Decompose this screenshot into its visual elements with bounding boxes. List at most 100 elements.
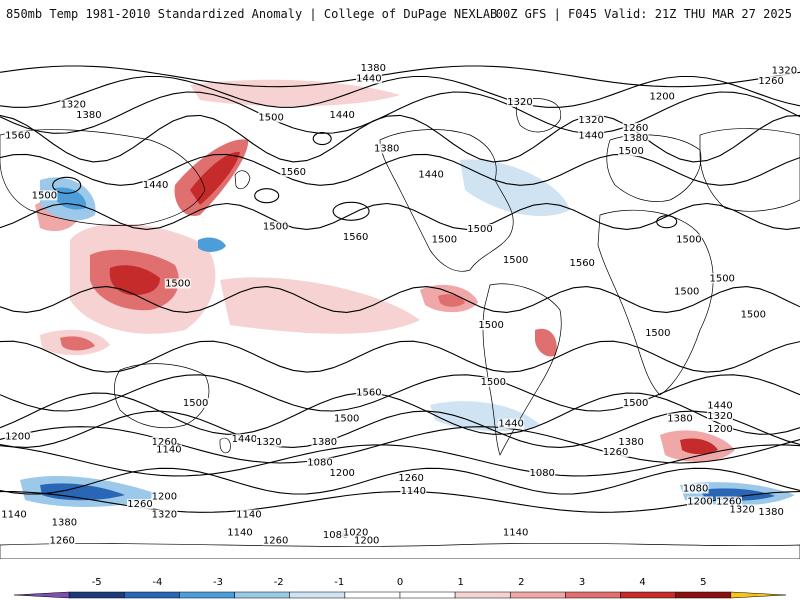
colorbar-tick-label: -1 <box>334 577 344 588</box>
height-label-bg <box>418 169 445 180</box>
height-label-bg <box>644 327 671 338</box>
height-label-bg <box>342 231 369 242</box>
height-label-bg <box>622 397 649 408</box>
height-label: 1260 <box>603 447 628 458</box>
height-label-bg <box>618 436 645 447</box>
closed-height-contour <box>312 132 332 146</box>
warm-anomaly-south-america <box>535 328 557 357</box>
height-label-bg <box>729 504 756 515</box>
height-label-bg <box>529 468 556 478</box>
height-label: 1260 <box>127 499 152 510</box>
coast-europe <box>606 134 702 202</box>
colorbar-tick-label: 3 <box>579 577 585 588</box>
height-label-bg <box>49 535 76 546</box>
colorbar-ticks: -5 -4 -3 -2 -1 0 1 2 3 4 5 <box>92 577 707 588</box>
height-contour-line <box>0 65 800 88</box>
run-info: 00Z GFS | F045 Valid: 21Z THU MAR 27 202… <box>495 7 792 21</box>
height-label-bg <box>151 509 178 520</box>
height-label: 1500 <box>334 414 359 425</box>
warm-anomaly-sahara-core <box>438 294 465 307</box>
height-contour-line <box>0 153 800 186</box>
height-label-bg <box>307 457 333 468</box>
height-label-bg <box>4 431 31 442</box>
height-label: 1380 <box>76 110 101 121</box>
height-label-bg <box>502 527 529 538</box>
height-label: 1500 <box>741 310 766 321</box>
warm-anomaly-indonesia-peak <box>109 265 160 296</box>
height-label: 1200 <box>649 92 674 103</box>
height-label-bg <box>707 410 733 421</box>
closed-height-contour <box>656 215 678 229</box>
height-label-bg <box>342 527 369 538</box>
colorbar-tick-label: 1 <box>458 577 464 588</box>
colorbar-bin <box>730 591 787 599</box>
height-label: 1440 <box>578 131 603 142</box>
height-label: 1320 <box>578 115 603 126</box>
colorbar-bin <box>179 591 235 599</box>
height-label: 1500 <box>478 320 503 331</box>
height-label: 1140 <box>227 528 252 539</box>
colorbar-bin <box>68 591 125 599</box>
height-contour-line <box>0 467 800 495</box>
height-label: 1320 <box>707 411 732 422</box>
height-label: 1380 <box>374 144 399 155</box>
anomaly-shading <box>20 79 795 507</box>
height-label: 1080 <box>683 484 708 495</box>
height-label: 1140 <box>236 510 261 521</box>
height-label-bg <box>673 286 700 297</box>
height-label: 1200 <box>354 535 379 546</box>
height-label: 1140 <box>156 445 181 456</box>
height-label-bg <box>467 224 493 234</box>
map-header: 850mb Temp 1981-2010 Standardized Anomal… <box>0 0 800 28</box>
height-contour-line <box>0 340 800 373</box>
colorbar-bin <box>234 591 290 599</box>
height-contour-line <box>0 202 800 230</box>
height-label-bg <box>151 491 178 502</box>
height-label: 1320 <box>61 100 86 111</box>
height-label-bg <box>502 255 529 266</box>
colorbar-tick-label: -2 <box>274 577 284 588</box>
coast-australia <box>114 363 210 429</box>
height-contour-line <box>0 410 800 448</box>
height-label: 1320 <box>729 504 754 515</box>
height-label: 1200 <box>152 491 177 502</box>
coast-antarctica <box>0 542 800 559</box>
height-label: 1260 <box>152 437 177 448</box>
height-label: 1500 <box>481 377 506 388</box>
height-label-bg <box>142 179 169 190</box>
colorbar-bin <box>454 591 511 599</box>
closed-height-contour <box>332 201 370 221</box>
height-label: 1500 <box>674 286 699 297</box>
warm-anomaly-southern-indian-core <box>680 438 718 455</box>
height-label-bg <box>255 436 282 447</box>
height-label: 1080 <box>529 468 554 479</box>
height-label-bg <box>329 468 356 478</box>
height-label: 1500 <box>709 273 734 284</box>
coast-north-america <box>379 129 514 272</box>
height-label-bg <box>507 96 533 107</box>
colorbar-bin <box>344 591 401 599</box>
height-label: 1500 <box>432 234 457 245</box>
height-contour-line <box>0 114 800 163</box>
height-label-bg <box>398 473 425 484</box>
height-label-bg <box>360 63 387 74</box>
height-label: 1440 <box>356 74 381 85</box>
colorbar-tick-label: 2 <box>518 577 524 588</box>
closed-height-contour <box>52 176 82 194</box>
height-label: 1500 <box>676 234 701 245</box>
height-label: 1560 <box>343 232 368 243</box>
height-label: 1500 <box>263 221 288 232</box>
height-label: 1500 <box>618 146 643 157</box>
height-label-bg <box>373 143 400 154</box>
height-label-bg <box>758 76 785 87</box>
height-label-bg <box>75 109 102 120</box>
height-label-bg <box>649 91 676 102</box>
colorbar-bin <box>510 591 566 599</box>
cold-anomaly-pacific <box>198 237 226 252</box>
colorbar-bin <box>289 591 346 599</box>
height-label-bg <box>31 190 58 201</box>
height-label: 1440 <box>143 180 168 191</box>
height-label-bg <box>262 535 289 546</box>
